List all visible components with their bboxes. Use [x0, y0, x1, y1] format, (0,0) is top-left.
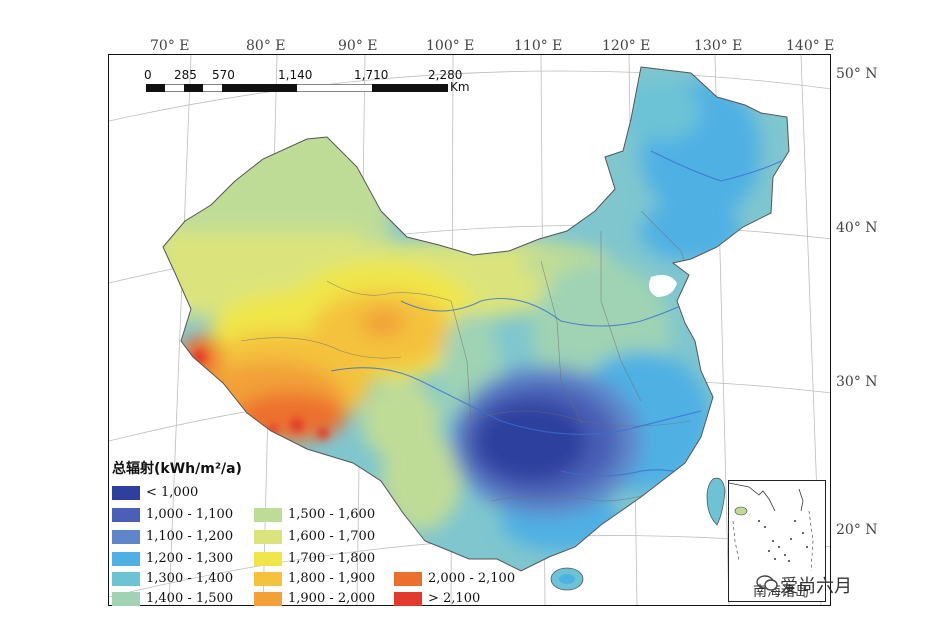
latitude-label: 30° N	[836, 374, 878, 390]
scale-tick-label: 570	[212, 68, 235, 82]
legend-swatch	[112, 508, 140, 522]
legend-swatch	[112, 552, 140, 566]
legend-swatch	[112, 530, 140, 544]
legend-label: 1,400 - 1,500	[146, 591, 234, 606]
longitude-label: 80° E	[246, 38, 286, 54]
latitude-label: 50° N	[836, 66, 878, 82]
scale-tick-label: 0	[144, 68, 152, 82]
chat-bubble-icon	[756, 575, 778, 591]
longitude-label: 120° E	[602, 38, 651, 54]
longitude-label: 70° E	[150, 38, 190, 54]
scale-tick-label: 1,710	[354, 68, 389, 82]
legend-swatch	[254, 592, 282, 606]
longitude-label: 110° E	[514, 38, 563, 54]
legend-label: 1,800 - 1,900	[288, 571, 376, 586]
legend-label: 1,600 - 1,700	[288, 529, 376, 544]
latitude-label: 20° N	[836, 522, 878, 538]
legend-label: 1,000 - 1,100	[146, 507, 234, 522]
legend: 总辐射(kWh/m²/a) < 1,000 1,000 - 1,100 1,10…	[112, 458, 542, 606]
taiwan-island	[706, 477, 726, 526]
country-outline	[162, 66, 790, 572]
legend-swatch	[254, 572, 282, 586]
scale-bar-graphic	[146, 84, 448, 92]
legend-title: 总辐射(kWh/m²/a)	[112, 461, 242, 477]
scale-tick-label: 1,140	[278, 68, 313, 82]
legend-swatch	[254, 530, 282, 544]
watermark: 爱尚六月	[780, 576, 852, 597]
legend-label: < 1,000	[146, 485, 199, 500]
legend-swatch	[394, 592, 422, 606]
solar-radiation-map	[109, 55, 830, 605]
legend-swatch	[394, 572, 422, 586]
legend-label: 2,000 - 2,100	[428, 571, 516, 586]
longitude-label: 130° E	[694, 38, 743, 54]
longitude-label: 100° E	[426, 38, 475, 54]
legend-label: 1,900 - 2,000	[288, 591, 376, 606]
scale-tick-label: 2,280	[428, 68, 463, 82]
bohai-sea	[649, 275, 677, 297]
legend-swatch	[112, 486, 140, 500]
scale-unit: Km	[450, 80, 470, 94]
legend-label: 1,100 - 1,200	[146, 529, 234, 544]
inset-map	[728, 482, 814, 572]
legend-swatch	[112, 572, 140, 586]
legend-label: 1,700 - 1,800	[288, 551, 376, 566]
longitude-label: 90° E	[338, 38, 378, 54]
legend-label: 1,200 - 1,300	[146, 551, 234, 566]
legend-swatch	[254, 552, 282, 566]
legend-label: 1,300 - 1,400	[146, 571, 234, 586]
legend-swatch	[254, 508, 282, 522]
map-frame	[108, 54, 831, 606]
hainan-island-core	[559, 574, 575, 584]
legend-swatch	[112, 592, 140, 606]
longitude-label: 140° E	[786, 38, 835, 54]
legend-label: 1,500 - 1,600	[288, 507, 376, 522]
legend-label: > 2,100	[428, 591, 481, 606]
scale-tick-label: 285	[174, 68, 197, 82]
latitude-label: 40° N	[836, 220, 878, 236]
scale-bar: 0 285 570 1,140 1,710 2,280 Km	[140, 68, 470, 98]
south-china-sea-inset: 南海诸岛	[728, 480, 826, 602]
